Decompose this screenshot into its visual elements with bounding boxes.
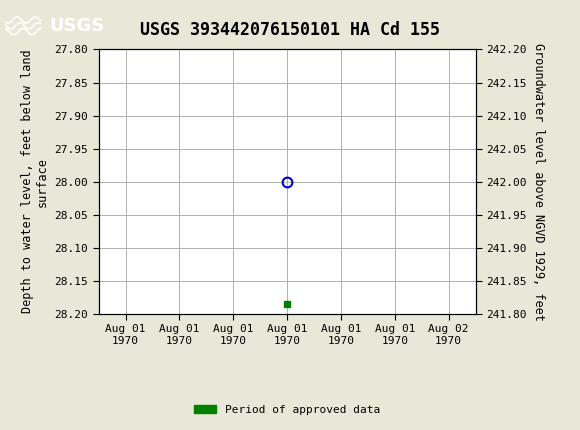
Y-axis label: Depth to water level, feet below land
surface: Depth to water level, feet below land su…: [21, 50, 49, 313]
Legend: Period of approved data: Period of approved data: [190, 400, 385, 419]
Y-axis label: Groundwater level above NGVD 1929, feet: Groundwater level above NGVD 1929, feet: [532, 43, 545, 321]
Text: USGS 393442076150101 HA Cd 155: USGS 393442076150101 HA Cd 155: [140, 21, 440, 39]
Text: USGS: USGS: [49, 17, 104, 35]
